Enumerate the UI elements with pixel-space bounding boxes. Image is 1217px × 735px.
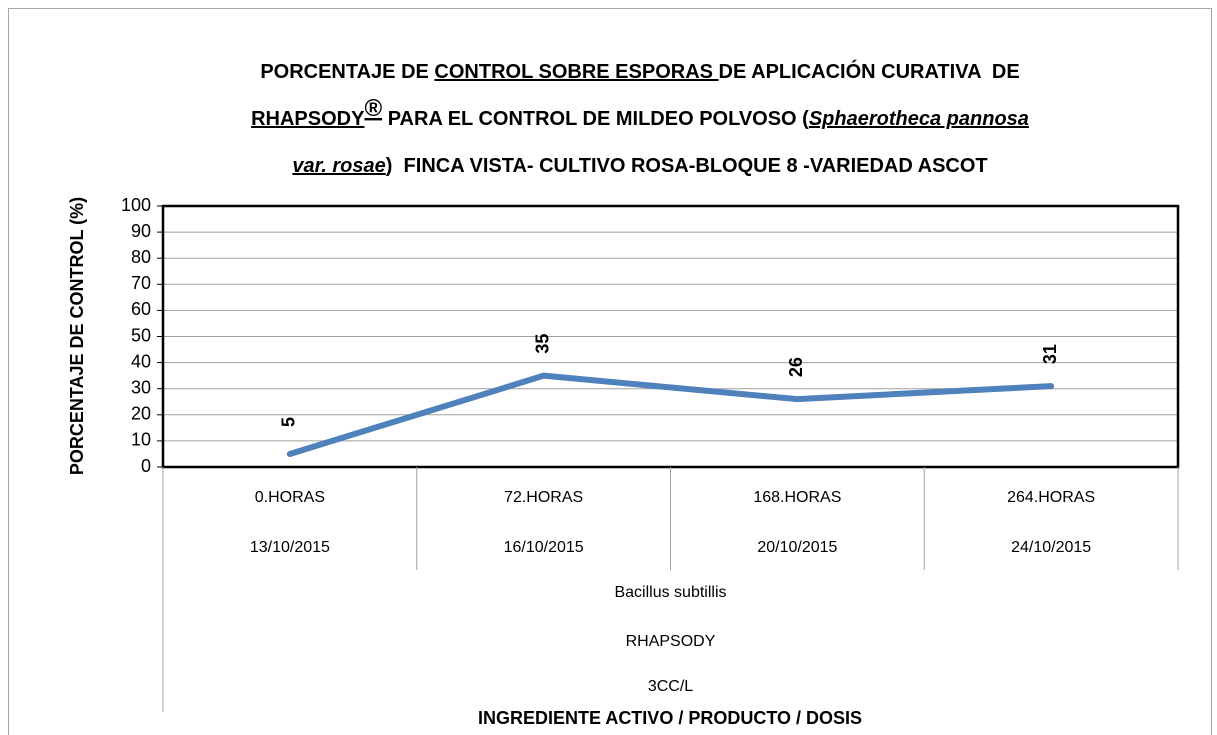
chart-title-line: var. rosae) FINCA VISTA- CULTIVO ROSA-BL… [292, 155, 987, 177]
y-tick-label: 100 [121, 195, 151, 215]
y-tick-label: 20 [131, 404, 151, 424]
y-tick-label: 0 [141, 456, 151, 476]
category-group-label: Bacillus subtillis [614, 584, 726, 601]
title-part: PORCENTAJE DE [260, 61, 434, 83]
category-group-label: 3CC/L [648, 678, 693, 695]
category-group-label: RHAPSODY [626, 633, 716, 650]
data-label: 26 [786, 357, 806, 377]
title-part: RHAPSODY [251, 108, 365, 130]
data-label: 31 [1040, 344, 1060, 364]
y-tick-label: 70 [131, 273, 151, 293]
data-label: 5 [279, 417, 299, 427]
y-tick-label: 80 [131, 247, 151, 267]
title-part: Sphaerotheca pannosa [809, 108, 1029, 130]
y-axis-title: PORCENTAJE DE CONTROL (%) [67, 197, 87, 475]
x-tick-label: 0.HORAS [255, 489, 325, 506]
x-axis-title: INGREDIENTE ACTIVO / PRODUCTO / DOSIS [478, 708, 862, 728]
y-tick-label: 30 [131, 377, 151, 397]
title-part: PARA EL CONTROL DE MILDEO POLVOSO ( [382, 108, 809, 130]
x-tick-date: 20/10/2015 [757, 539, 837, 556]
chart-title-line: PORCENTAJE DE CONTROL SOBRE ESPORAS DE A… [260, 59, 1019, 83]
y-tick-label: 40 [131, 351, 151, 371]
y-tick-label: 50 [131, 325, 151, 345]
x-tick-label: 168.HORAS [753, 489, 841, 506]
x-tick-date: 24/10/2015 [1011, 539, 1091, 556]
title-part: var. rosae [292, 155, 385, 177]
title-part: ) FINCA VISTA- CULTIVO ROSA-BLOQUE 8 -VA… [386, 155, 988, 177]
x-tick-label: 264.HORAS [1007, 489, 1095, 506]
x-tick-date: 16/10/2015 [504, 539, 584, 556]
title-part: ® [364, 95, 382, 122]
x-tick-date: 13/10/2015 [250, 539, 330, 556]
title-part: DE APLICACIÓN CURATIVA DE [719, 59, 1020, 83]
y-tick-label: 90 [131, 221, 151, 241]
chart-border [8, 8, 1212, 735]
y-tick-label: 10 [131, 430, 151, 450]
y-tick-label: 60 [131, 299, 151, 319]
data-label: 35 [532, 334, 552, 354]
data-line [286, 372, 1055, 457]
x-tick-label: 72.HORAS [504, 489, 583, 506]
title-part: CONTROL SOBRE ESPORAS [434, 61, 718, 83]
chart-title-line: RHAPSODY® PARA EL CONTROL DE MILDEO POLV… [251, 95, 1029, 130]
